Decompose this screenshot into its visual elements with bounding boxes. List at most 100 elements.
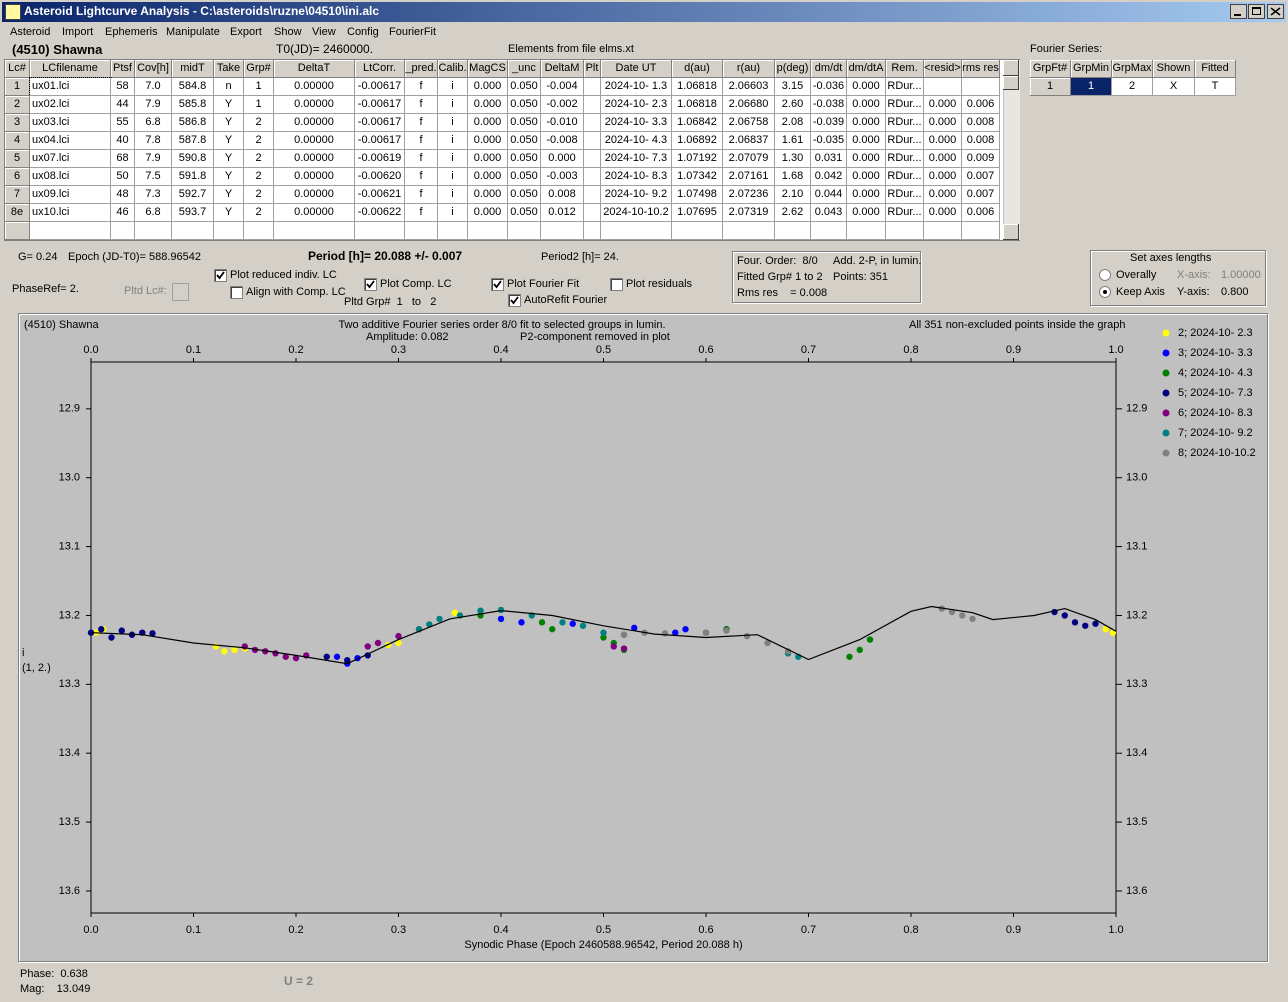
table-cell[interactable]	[962, 222, 1000, 240]
table-cell[interactable]	[468, 222, 508, 240]
table-cell[interactable]	[584, 114, 601, 132]
table-cell[interactable]: 0.031	[811, 150, 847, 168]
table-cell[interactable]: 0.000	[847, 114, 886, 132]
fourier-header[interactable]: GrpMax	[1112, 60, 1153, 78]
radio-label[interactable]: Keep Axis	[1116, 286, 1165, 298]
column-header[interactable]: _unc	[508, 60, 541, 78]
table-cell[interactable]: 1.30	[775, 150, 811, 168]
table-cell[interactable]: 7.0	[135, 78, 172, 96]
column-header[interactable]: dm/dtA	[847, 60, 886, 78]
table-cell[interactable]: 0.00000	[274, 132, 355, 150]
table-cell[interactable]	[541, 222, 584, 240]
row-header[interactable]: 3	[5, 114, 30, 132]
table-cell[interactable]: -0.035	[811, 132, 847, 150]
table-cell[interactable]: 0.000	[468, 168, 508, 186]
table-cell[interactable]: 0.008	[541, 186, 584, 204]
table-cell[interactable]: 0.00000	[274, 96, 355, 114]
table-cell[interactable]: 0.000	[541, 150, 584, 168]
table-cell[interactable]: 7.9	[135, 96, 172, 114]
table-cell[interactable]: 1.06892	[672, 132, 723, 150]
fourier-header[interactable]: GrpFt#	[1030, 60, 1071, 78]
table-cell[interactable]: 587.8	[172, 132, 214, 150]
table-cell[interactable]: 0.000	[468, 204, 508, 222]
table-cell[interactable]: -0.004	[541, 78, 584, 96]
table-cell[interactable]	[584, 204, 601, 222]
row-header[interactable]: 7	[5, 186, 30, 204]
table-cell[interactable]: 0.000	[468, 132, 508, 150]
table-cell[interactable]	[584, 78, 601, 96]
table-cell[interactable]: 7.3	[135, 186, 172, 204]
table-cell[interactable]: 0.050	[508, 186, 541, 204]
table-cell[interactable]: -0.00617	[355, 132, 405, 150]
table-cell[interactable]: 0.043	[811, 204, 847, 222]
table-cell[interactable]: 40	[111, 132, 135, 150]
table-cell[interactable]	[723, 222, 775, 240]
table-cell[interactable]: 592.7	[172, 186, 214, 204]
table-cell[interactable]: 2024-10- 1.3	[601, 78, 672, 96]
table-cell[interactable]: i	[438, 186, 468, 204]
window-buttons[interactable]	[1230, 4, 1284, 20]
table-cell[interactable]: Y	[214, 186, 244, 204]
table-cell[interactable]: n	[214, 78, 244, 96]
table-cell[interactable]: 7.9	[135, 150, 172, 168]
table-cell[interactable]: ux03.lci	[30, 114, 111, 132]
pltd-lc-spinner[interactable]	[172, 283, 189, 301]
row-header[interactable]: 6	[5, 168, 30, 186]
table-cell[interactable]: i	[438, 168, 468, 186]
table-cell[interactable]: ux10.lci	[30, 204, 111, 222]
table-cell[interactable]: 55	[111, 114, 135, 132]
fourier-header[interactable]: GrpMin	[1071, 60, 1112, 78]
table-cell[interactable]: 0.050	[508, 114, 541, 132]
table-cell[interactable]: 0.000	[924, 168, 962, 186]
column-header[interactable]: Take	[214, 60, 244, 78]
table-cell[interactable]: f	[405, 78, 438, 96]
menu-item[interactable]: Config	[347, 26, 379, 38]
checkbox-label[interactable]: Plot Fourier Fit	[507, 278, 580, 290]
table-cell[interactable]: 3.15	[775, 78, 811, 96]
table-cell[interactable]	[924, 78, 962, 96]
table-cell[interactable]: f	[405, 204, 438, 222]
table-cell[interactable]: 2.07079	[723, 150, 775, 168]
table-cell[interactable]	[847, 222, 886, 240]
table-cell[interactable]: i	[438, 96, 468, 114]
table-cell[interactable]	[30, 222, 111, 240]
column-header[interactable]: _pred.	[405, 60, 438, 78]
menu-item[interactable]: Asteroid	[10, 26, 51, 38]
row-header[interactable]	[5, 222, 30, 240]
minimize-button[interactable]	[1230, 4, 1247, 19]
table-cell[interactable]: 2	[244, 168, 274, 186]
table-cell[interactable]: ux07.lci	[30, 150, 111, 168]
table-cell[interactable]: f	[405, 114, 438, 132]
table-cell[interactable]: 0.050	[508, 96, 541, 114]
table-cell[interactable]: 1	[244, 96, 274, 114]
column-header[interactable]: DeltaT	[274, 60, 355, 78]
table-cell[interactable]: 0.000	[924, 96, 962, 114]
table-cell[interactable]: -0.036	[811, 78, 847, 96]
column-header[interactable]: MagCS	[468, 60, 508, 78]
table-cell[interactable]: -0.00617	[355, 96, 405, 114]
table-cell[interactable]: -0.00622	[355, 204, 405, 222]
table-cell[interactable]: 2.07161	[723, 168, 775, 186]
table-cell[interactable]: RDur...	[886, 150, 924, 168]
table-cell[interactable]: 0.000	[924, 114, 962, 132]
table-cell[interactable]: -0.039	[811, 114, 847, 132]
table-cell[interactable]: RDur...	[886, 96, 924, 114]
table-cell[interactable]: 0.000	[468, 186, 508, 204]
table-cell[interactable]: 2	[244, 186, 274, 204]
table-cell[interactable]: 1	[244, 78, 274, 96]
scroll-down[interactable]	[1003, 224, 1019, 240]
table-cell[interactable]	[811, 222, 847, 240]
table-cell[interactable]: 0.000	[847, 78, 886, 96]
table-cell[interactable]: i	[438, 204, 468, 222]
table-cell[interactable]	[584, 132, 601, 150]
table-cell[interactable]	[601, 222, 672, 240]
table-cell[interactable]: 0.000	[468, 96, 508, 114]
checkbox[interactable]	[491, 278, 504, 291]
table-cell[interactable]: 584.8	[172, 78, 214, 96]
table-cell[interactable]: -0.002	[541, 96, 584, 114]
table-cell[interactable]: 0.006	[962, 204, 1000, 222]
row-header[interactable]: 5	[5, 150, 30, 168]
table-cell[interactable]: 0.050	[508, 204, 541, 222]
table-cell[interactable]: f	[405, 96, 438, 114]
table-cell[interactable]: 1.06818	[672, 78, 723, 96]
